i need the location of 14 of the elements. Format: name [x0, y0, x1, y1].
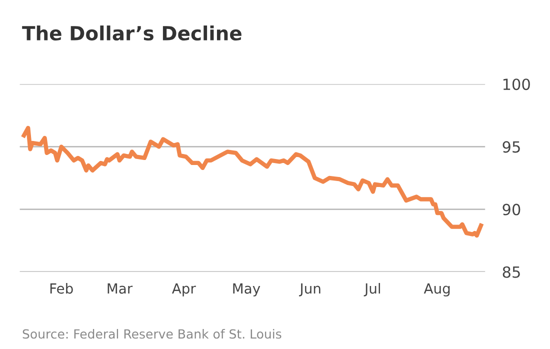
x-tick-label: Jun	[299, 283, 320, 296]
x-tick-label: May	[233, 283, 260, 296]
x-tick-label: Feb	[50, 282, 73, 294]
y-tick-label: 95	[502, 141, 520, 153]
y-tick-label: 85	[502, 266, 520, 278]
y-tick-label: 100	[503, 78, 530, 90]
x-tick-label: Mar	[108, 283, 133, 294]
x-tick-label: Aug	[424, 283, 450, 296]
line-series	[22, 126, 484, 238]
x-tick-label: Apr	[172, 283, 196, 296]
source-note: Source: Federal Reserve Bank of St. Louis	[22, 328, 282, 339]
x-tick-label: Jul	[364, 282, 380, 296]
y-tick-label: 90	[502, 204, 520, 216]
chart-title: The Dollar’s Decline	[22, 25, 242, 41]
